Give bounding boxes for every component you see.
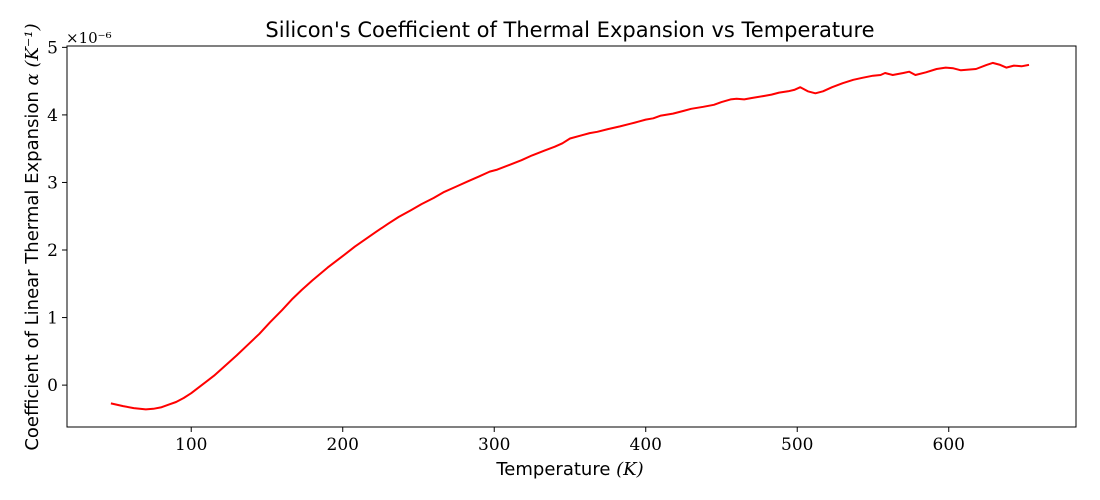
y-tick-label: 4 [47,106,58,126]
y-tick-label: 5 [47,38,58,58]
x-tick-label: 500 [781,435,813,455]
y-axis-label: Coefficient of Linear Thermal Expansion … [22,23,43,450]
y-axis-label-text: Coefficient of Linear Thermal Expansion [22,85,43,450]
y-tick-label: 3 [47,173,58,193]
x-axis-label-unit: (K) [616,459,644,480]
y-tick-label: 0 [47,376,58,396]
y-offset-text: ×10⁻⁶ [66,29,112,47]
cte-series-line [110,61,1030,411]
plot-area [66,45,1077,428]
y-tick-label: 2 [47,241,58,261]
chart-title: Silicon's Coefficient of Thermal Expansi… [265,18,874,42]
x-tick-label: 200 [327,435,359,455]
y-axis-ticks: 0 1 2 3 4 5 [47,38,67,396]
y-axis-label-unit: α (K⁻¹) [22,23,43,85]
x-tick-label: 300 [478,435,510,455]
y-tick-label: 1 [47,309,58,329]
x-axis-ticks: 100 200 300 400 500 600 [175,427,965,455]
x-tick-label: 600 [933,435,965,455]
x-tick-label: 400 [630,435,662,455]
x-axis-label-text: Temperature [495,459,616,480]
x-axis-label: Temperature (K) [495,459,643,480]
x-tick-label: 100 [175,435,207,455]
